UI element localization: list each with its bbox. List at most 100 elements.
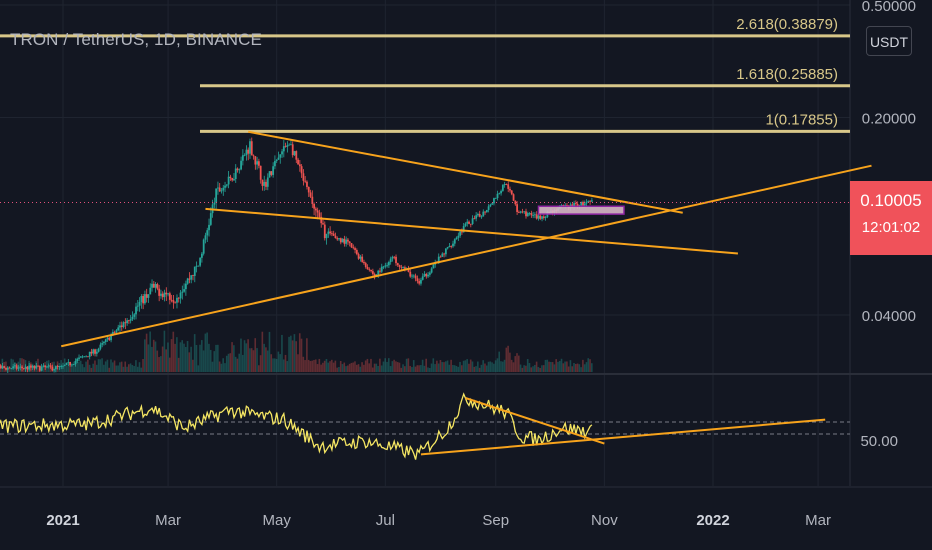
volume-bar — [85, 361, 87, 372]
volume-bar — [557, 361, 559, 372]
candle-body — [437, 256, 440, 264]
candle-body — [122, 322, 125, 327]
trendline-upper-resistance — [248, 130, 683, 214]
symbol-title[interactable]: TRON / TetherUS, 1D, BINANCE — [10, 30, 262, 49]
volume-bar — [234, 356, 237, 372]
candle-body — [484, 211, 486, 213]
volume-bar — [484, 363, 486, 372]
volume-bar — [395, 361, 397, 372]
candle-body — [500, 190, 502, 194]
volume-bar — [72, 361, 75, 372]
candle-body — [268, 171, 271, 178]
price-tick-label: 0.50000 — [862, 0, 916, 15]
candle-body — [498, 193, 501, 195]
volume-bar — [53, 361, 55, 372]
volume-bar — [457, 366, 460, 372]
candle-body — [19, 366, 22, 368]
time-axis[interactable]: 2021 Mar May Jul Sep Nov 2022 Mar — [46, 512, 831, 529]
volume-bar — [217, 344, 219, 372]
candle-body — [0, 365, 2, 369]
volume-bar — [339, 361, 342, 372]
volume-bar — [571, 366, 574, 372]
volume-bar — [168, 357, 171, 372]
volume-bar — [135, 360, 137, 372]
volume-bar — [404, 366, 406, 372]
volume-bar — [544, 359, 547, 372]
volume-bar — [325, 358, 328, 372]
candle-body — [298, 164, 301, 167]
candle-body — [480, 216, 483, 218]
candle-body — [459, 231, 462, 236]
volume-bar — [430, 363, 433, 372]
volume-bar — [379, 358, 381, 372]
time-tick-label: Jul — [376, 512, 395, 529]
volume-bar — [421, 359, 424, 372]
candle-body — [126, 320, 129, 324]
volume-bar — [331, 359, 333, 372]
candle-body — [355, 250, 358, 255]
candle-body — [350, 243, 353, 248]
candle-body — [97, 348, 100, 352]
volume-bar — [129, 363, 132, 372]
volume-bar — [546, 359, 549, 372]
volume-bar — [323, 360, 326, 372]
candle-body — [343, 238, 346, 244]
candle-body — [564, 205, 567, 206]
volume-bar — [117, 365, 119, 372]
candle-body — [249, 141, 251, 154]
candle-body — [154, 284, 157, 288]
candle-body — [477, 214, 479, 216]
volume-bar — [202, 350, 205, 372]
candle-body — [580, 201, 583, 206]
volume-bar — [138, 362, 141, 372]
volume-bar — [366, 358, 369, 372]
volume-bar — [101, 358, 103, 372]
volume-bar — [186, 341, 189, 372]
candle-body — [90, 351, 93, 354]
volume-bar — [420, 365, 422, 372]
volume-bar — [227, 353, 230, 372]
volume-bar — [95, 364, 98, 372]
volume-bar — [193, 334, 196, 372]
candle-body — [192, 275, 194, 276]
last-price-badge: 0.10005 12:01:02 — [850, 181, 932, 255]
volume-bar — [336, 367, 338, 372]
candle-body — [302, 173, 305, 181]
volume-bar — [411, 367, 413, 372]
volume-bar — [418, 365, 420, 372]
currency-badge[interactable]: USDT — [866, 26, 912, 56]
candle-body — [501, 185, 504, 191]
candle-body — [17, 367, 20, 369]
candle-body — [12, 366, 15, 369]
candle-body — [131, 316, 134, 320]
candle-body — [293, 151, 296, 156]
candle-body — [400, 266, 403, 268]
candle-body — [117, 327, 120, 331]
volume-bar — [567, 366, 570, 372]
volume-bar — [423, 365, 426, 372]
volume-bar — [243, 340, 246, 372]
volume-bar — [514, 356, 517, 372]
candle-body — [245, 149, 248, 156]
trendlines — [61, 130, 872, 348]
candle-body — [402, 267, 405, 268]
candle-body — [457, 235, 460, 238]
candle-body — [444, 248, 447, 255]
volume-bar — [535, 361, 538, 372]
candle-body — [409, 271, 412, 277]
candle-body — [197, 265, 200, 267]
volume-bar — [589, 359, 591, 372]
candle-body — [505, 184, 508, 185]
candle-body — [144, 294, 146, 304]
candle-body — [140, 296, 143, 302]
candle-body — [384, 265, 387, 267]
candle-body — [168, 293, 171, 300]
volume-bar — [298, 333, 301, 372]
volume-bar — [272, 358, 274, 372]
price-axis[interactable]: 0.50000 0.20000 0.04000 50.00 — [860, 0, 916, 450]
candle-body — [309, 192, 312, 197]
volume-bar — [133, 366, 135, 372]
candle-body — [8, 367, 11, 369]
range-rectangle — [537, 205, 625, 215]
